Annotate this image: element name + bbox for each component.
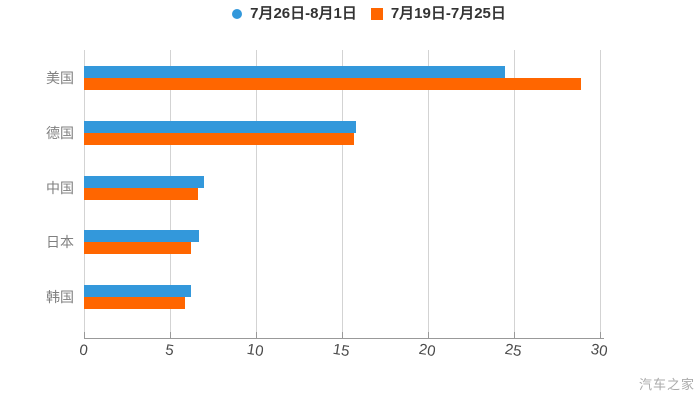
x-axis-tick (600, 332, 601, 338)
x-axis-tick (514, 332, 515, 338)
gridline (514, 50, 515, 338)
x-axis-tick-label: 5 (164, 341, 176, 360)
x-axis-line (84, 338, 604, 339)
bar-week1 (84, 187, 198, 200)
gridline (428, 50, 429, 338)
y-axis-label: 德国 (46, 124, 74, 141)
bar-week2 (84, 66, 506, 78)
legend-item-week1[interactable]: 7月19日-7月25日 (370, 4, 506, 24)
bar-week2 (84, 120, 356, 133)
x-axis-tick (84, 332, 85, 338)
y-axis-label: 韩国 (46, 289, 74, 305)
legend-item-week2[interactable]: 7月26日-8月1日 (232, 4, 357, 24)
legend-label-week2: 7月26日-8月1日 (250, 5, 357, 22)
gridline (256, 50, 257, 338)
watermark: 汽车之家 (638, 377, 695, 392)
gridline (342, 50, 343, 338)
bar-week1 (84, 132, 355, 145)
legend-label-week1: 7月19日-7月25日 (390, 5, 506, 22)
legend: 7月26日-8月1日 7月19日-7月25日 (0, 4, 700, 24)
x-axis-tick-label: 30 (589, 340, 609, 361)
bar-week2 (84, 230, 200, 243)
x-axis-tick-label: 0 (78, 341, 90, 360)
series2-square-marker-icon (370, 8, 383, 20)
x-axis-tick (256, 332, 257, 338)
series1-circle-marker-icon (232, 9, 243, 19)
x-axis-tick (170, 332, 171, 338)
x-axis-tick (342, 332, 343, 338)
bar-week1 (84, 297, 186, 309)
gridline (600, 50, 601, 338)
y-axis-label: 日本 (46, 234, 74, 251)
bar-week2 (84, 175, 205, 188)
bar-week1 (84, 78, 582, 90)
x-axis-tick-label: 20 (417, 340, 437, 361)
bar-week1 (84, 242, 191, 255)
x-axis-tick (428, 332, 429, 338)
bar-week2 (84, 285, 191, 297)
x-axis-tick-label: 15 (331, 340, 351, 361)
x-axis-tick-label: 10 (245, 340, 265, 361)
y-axis-label: 美国 (46, 70, 74, 86)
x-axis-tick-label: 25 (503, 340, 523, 361)
y-axis-label: 中国 (46, 179, 74, 196)
